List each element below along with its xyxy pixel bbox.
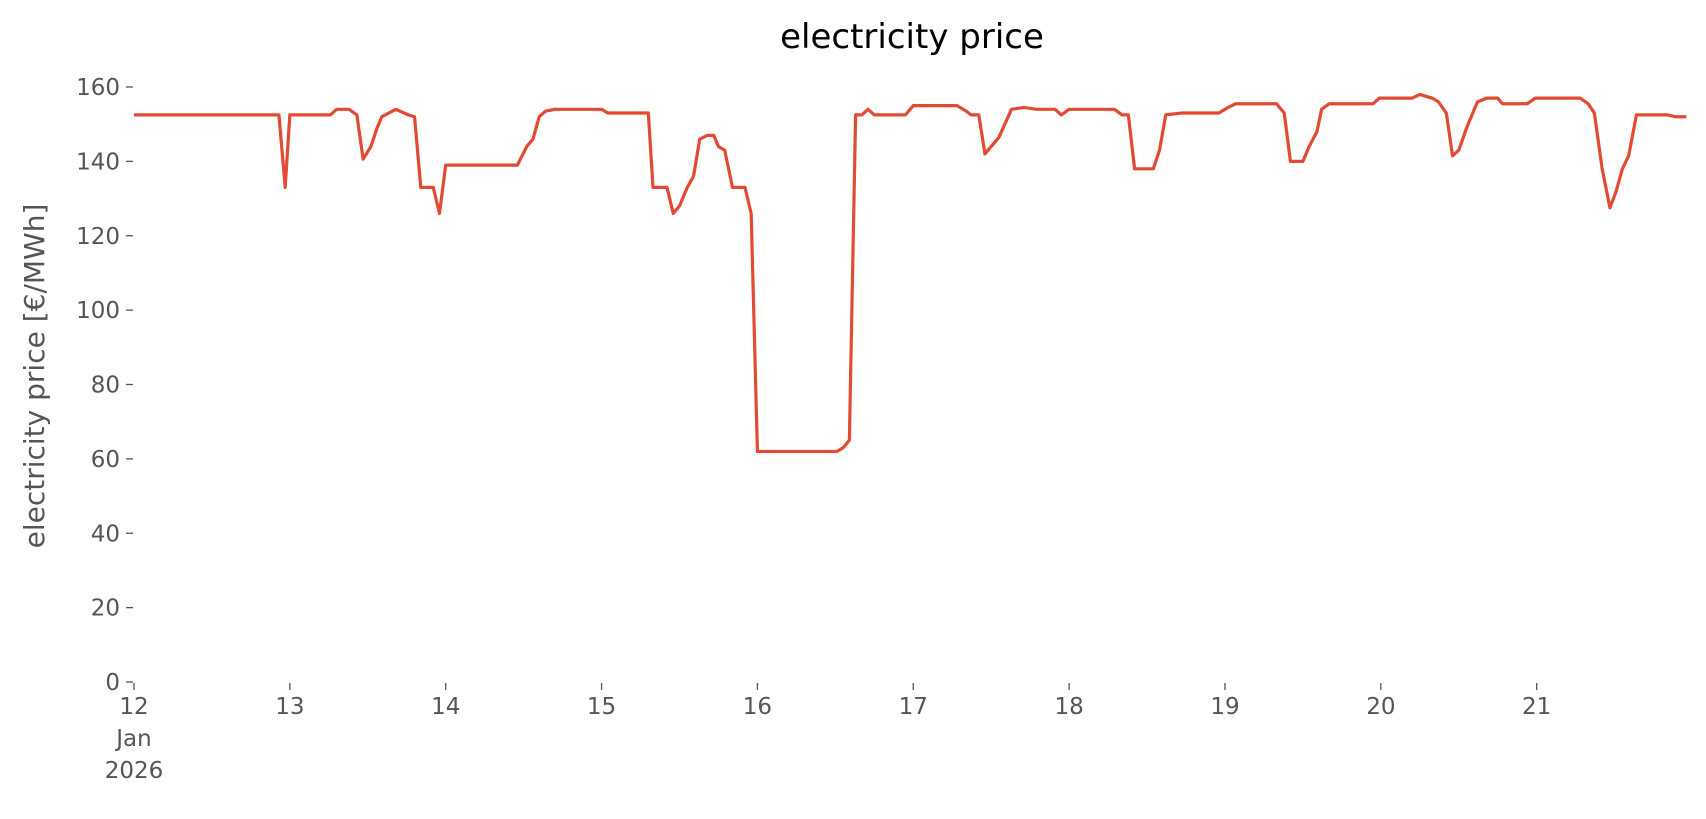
x-tick-label: 15	[587, 694, 616, 720]
x-tick-label: 12 Jan 2026	[105, 694, 164, 784]
price-line	[134, 92, 1687, 454]
y-tick-label: 140	[76, 149, 120, 175]
x-tick-label: 17	[899, 694, 928, 720]
y-tick-label: 120	[76, 224, 120, 250]
x-tick-label: 18	[1054, 694, 1083, 720]
x-tick-label: 13	[275, 694, 304, 720]
x-tick-label: 21	[1522, 694, 1551, 720]
x-tick-label: 14	[431, 694, 460, 720]
chart-title: electricity price	[780, 17, 1044, 57]
x-tick-label: 19	[1210, 694, 1239, 720]
y-tick-label: 160	[76, 75, 120, 101]
y-tick-label: 80	[91, 373, 120, 399]
y-axis-label: electricity price [€/MWh]	[18, 204, 51, 549]
x-tick-label: 20	[1366, 694, 1395, 720]
y-tick-label: 100	[76, 298, 120, 324]
y-tick-label: 40	[91, 521, 120, 547]
y-tick-label: 0	[105, 670, 120, 696]
y-tick-label: 60	[91, 447, 120, 473]
x-tick-label: 16	[743, 694, 772, 720]
y-tick-label: 20	[91, 596, 120, 622]
